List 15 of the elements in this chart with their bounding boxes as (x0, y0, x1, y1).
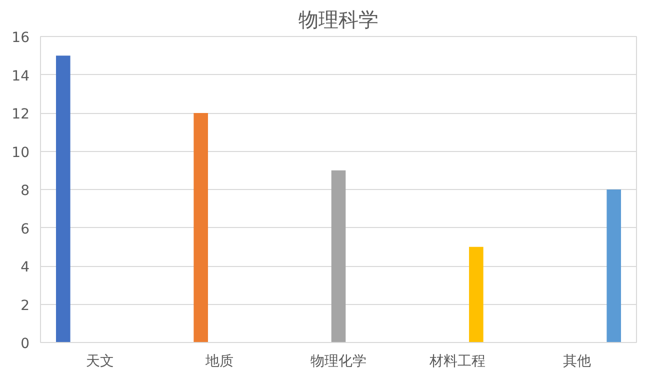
y-tick-label: 16 (12, 30, 30, 46)
y-tick-label: 2 (20, 298, 30, 314)
x-tick-label: 材料工程 (428, 354, 486, 370)
y-tick-label: 10 (12, 144, 30, 161)
x-tick-label: 地质 (204, 354, 234, 370)
y-tick-label: 8 (20, 183, 30, 199)
x-tick-label: 其他 (562, 354, 591, 370)
y-tick-label: 4 (20, 260, 30, 276)
x-tick-label: 天文 (86, 354, 114, 370)
y-tick-label: 12 (12, 106, 30, 122)
x-tick-label: 物理化学 (310, 354, 366, 370)
y-tick-label: 6 (20, 221, 30, 238)
chart-title: 物理科学 (298, 8, 378, 32)
y-tick-label: 0 (20, 336, 30, 352)
y-tick-label: 14 (12, 68, 30, 84)
